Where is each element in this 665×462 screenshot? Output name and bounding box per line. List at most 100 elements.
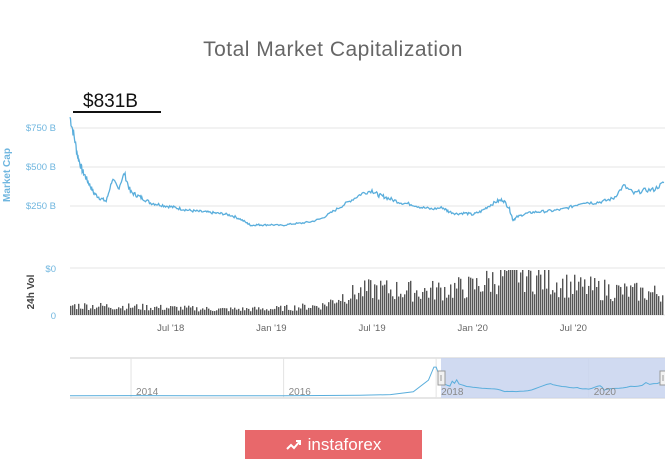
volume-bar <box>370 280 372 315</box>
volume-bar <box>318 307 320 315</box>
volume-bar <box>316 306 318 315</box>
navigator-tick-label: 2020 <box>594 387 617 398</box>
volume-bar <box>128 303 130 315</box>
volume-bar <box>500 270 502 315</box>
volume-bar <box>544 270 546 315</box>
volume-bar <box>388 293 390 315</box>
volume-bars <box>70 270 664 315</box>
volume-bar <box>648 291 650 315</box>
volume-bar <box>242 307 244 315</box>
volume-bar <box>180 306 182 315</box>
volume-bar <box>632 287 634 315</box>
volume-bar <box>494 284 496 315</box>
volume-bar <box>448 294 450 315</box>
volume-bar <box>210 310 212 315</box>
volume-bar <box>616 284 618 315</box>
volume-bar <box>450 284 452 315</box>
volume-bar <box>426 290 428 315</box>
volume-bar <box>100 302 102 315</box>
volume-bar <box>390 289 392 315</box>
volume-bar <box>194 310 196 315</box>
volume-bar <box>140 309 142 315</box>
volume-bar <box>434 299 436 315</box>
volume-bar <box>638 300 640 315</box>
volume-bar <box>312 305 314 315</box>
volume-bar <box>150 307 152 315</box>
volume-bar <box>176 306 178 315</box>
volume-bar <box>582 286 584 315</box>
volume-bar <box>322 303 324 315</box>
x-tick-labels: Jul '18 Jan '19 Jul '19 Jan '20 Jul '20 <box>157 323 587 334</box>
volume-bar <box>84 303 86 315</box>
volume-bar <box>396 281 398 315</box>
volume-bar <box>202 308 204 315</box>
volume-bar <box>170 306 172 315</box>
market-cap-line <box>69 117 665 227</box>
volume-bar <box>536 275 538 315</box>
navigator-selection[interactable] <box>441 358 665 398</box>
volume-bar <box>138 309 140 315</box>
volume-bar <box>466 297 468 315</box>
volume-bar <box>564 297 566 315</box>
volume-bar <box>104 306 106 315</box>
volume-bar <box>436 287 438 315</box>
volume-bar <box>158 308 160 315</box>
volume-bar <box>658 296 660 315</box>
volume-bar <box>534 294 536 315</box>
volume-bar <box>272 309 274 315</box>
volume-bar <box>478 286 480 315</box>
volume-bar <box>636 282 638 315</box>
volume-bar <box>328 302 330 315</box>
volume-bar <box>440 287 442 315</box>
volume-bar <box>190 307 192 315</box>
volume-bar <box>566 274 568 315</box>
volume-bar <box>108 307 110 315</box>
volume-bar <box>546 288 548 315</box>
volume-bar <box>142 303 144 315</box>
volume-bar <box>512 270 514 315</box>
volume-bar <box>196 307 198 315</box>
volume-bar <box>344 301 346 315</box>
volume-bar <box>624 283 626 315</box>
volume-bar <box>204 309 206 315</box>
chart-title: Total Market Capitalization <box>203 38 463 61</box>
volume-bar <box>154 306 156 315</box>
volume-bar <box>526 276 528 315</box>
y-tick-label: $750 B <box>26 123 56 134</box>
volume-bar <box>274 308 276 315</box>
volume-bar <box>378 299 380 315</box>
volume-bar <box>148 310 150 315</box>
volume-bar <box>152 310 154 315</box>
volume-bar <box>184 305 186 315</box>
volume-bar <box>458 277 460 315</box>
volume-bar <box>240 310 242 315</box>
navigator[interactable]: 2014 2016 2018 2020 <box>69 357 665 399</box>
volume-bar <box>132 307 134 315</box>
volume-bar <box>522 270 524 315</box>
volume-bar <box>588 285 590 315</box>
volume-bar <box>96 307 98 315</box>
volume-bar <box>392 296 394 315</box>
volume-bar <box>218 308 220 315</box>
volume-bar <box>520 272 522 315</box>
volume-bar <box>514 270 516 315</box>
volume-bar <box>364 280 366 315</box>
volume-bar <box>656 294 658 315</box>
volume-bar <box>508 270 510 315</box>
volume-bar <box>650 292 652 315</box>
volume-bar <box>420 298 422 315</box>
volume-bar <box>302 303 304 315</box>
volume-bar <box>394 299 396 315</box>
volume-bar <box>532 291 534 315</box>
volume-bar <box>618 285 620 315</box>
volume-bar <box>542 289 544 315</box>
volume-bar <box>628 296 630 315</box>
volume-bar <box>460 278 462 315</box>
volume-bar <box>244 310 246 315</box>
watermark-badge: instaforex <box>245 430 422 459</box>
y-axis-title: Market Cap <box>2 148 13 202</box>
volume-bar <box>310 307 312 315</box>
volume-bar <box>340 300 342 315</box>
volume-bar <box>498 285 500 315</box>
volume-bar <box>428 297 430 315</box>
